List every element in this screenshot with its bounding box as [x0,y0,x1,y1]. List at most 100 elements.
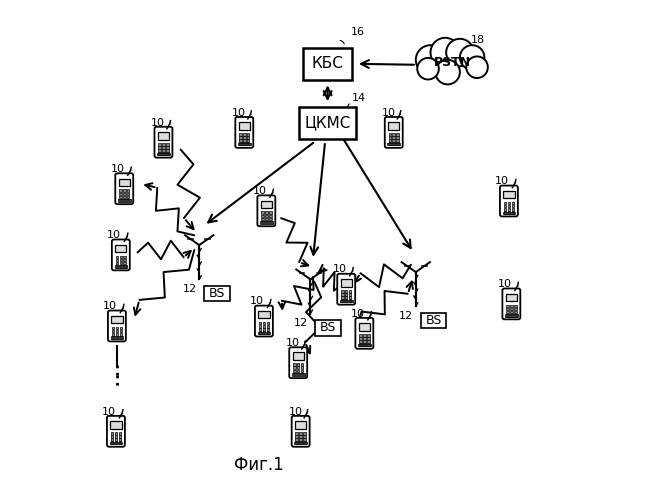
FancyBboxPatch shape [239,122,250,130]
FancyBboxPatch shape [514,314,517,316]
FancyBboxPatch shape [299,442,302,444]
FancyBboxPatch shape [315,320,341,336]
FancyBboxPatch shape [511,202,514,204]
FancyBboxPatch shape [116,265,118,268]
FancyBboxPatch shape [506,304,509,308]
FancyBboxPatch shape [385,117,403,148]
FancyBboxPatch shape [162,149,165,152]
FancyBboxPatch shape [112,326,114,330]
FancyBboxPatch shape [243,142,245,145]
FancyBboxPatch shape [392,136,395,139]
Text: 18: 18 [471,35,485,45]
FancyBboxPatch shape [511,211,514,214]
FancyBboxPatch shape [123,198,126,202]
FancyBboxPatch shape [239,136,241,139]
FancyBboxPatch shape [358,344,370,346]
FancyBboxPatch shape [158,143,161,146]
FancyBboxPatch shape [295,442,298,444]
FancyBboxPatch shape [396,140,399,142]
FancyBboxPatch shape [261,214,264,218]
FancyBboxPatch shape [255,306,273,336]
FancyBboxPatch shape [345,293,348,296]
FancyBboxPatch shape [392,142,395,145]
FancyBboxPatch shape [299,438,302,441]
FancyBboxPatch shape [345,290,348,292]
FancyBboxPatch shape [510,311,513,314]
FancyBboxPatch shape [358,323,370,330]
FancyBboxPatch shape [120,333,122,336]
FancyBboxPatch shape [367,337,370,340]
Text: 16: 16 [351,27,365,37]
Text: BS: BS [209,287,225,300]
FancyBboxPatch shape [112,333,114,336]
FancyBboxPatch shape [261,218,264,220]
FancyBboxPatch shape [293,372,295,376]
FancyBboxPatch shape [107,416,125,446]
FancyBboxPatch shape [506,308,509,310]
FancyBboxPatch shape [506,311,509,314]
FancyBboxPatch shape [292,416,310,446]
FancyBboxPatch shape [120,330,122,332]
FancyBboxPatch shape [514,304,517,308]
FancyBboxPatch shape [341,293,344,296]
FancyBboxPatch shape [259,325,261,328]
FancyBboxPatch shape [110,442,122,444]
FancyBboxPatch shape [166,146,169,148]
FancyBboxPatch shape [265,218,267,220]
Text: 10: 10 [286,338,300,348]
FancyBboxPatch shape [260,222,273,224]
FancyBboxPatch shape [267,328,269,330]
FancyBboxPatch shape [421,312,446,328]
FancyBboxPatch shape [299,435,302,438]
FancyBboxPatch shape [124,262,126,264]
FancyBboxPatch shape [293,364,295,366]
FancyBboxPatch shape [239,133,241,136]
FancyBboxPatch shape [265,221,267,224]
FancyBboxPatch shape [396,133,399,136]
Circle shape [460,45,484,70]
FancyBboxPatch shape [115,244,126,252]
Text: 14: 14 [352,93,366,103]
FancyBboxPatch shape [235,117,253,148]
FancyBboxPatch shape [263,331,265,334]
FancyBboxPatch shape [303,442,306,444]
FancyBboxPatch shape [301,372,303,376]
FancyBboxPatch shape [388,122,400,130]
Text: 12: 12 [183,284,197,294]
FancyBboxPatch shape [392,133,395,136]
FancyBboxPatch shape [259,331,261,334]
Text: 10: 10 [382,108,396,118]
FancyBboxPatch shape [118,435,121,438]
FancyBboxPatch shape [303,432,306,434]
Text: 12: 12 [399,311,414,321]
FancyBboxPatch shape [118,438,121,441]
FancyBboxPatch shape [388,140,391,142]
Text: 10: 10 [232,108,246,118]
FancyBboxPatch shape [293,352,304,360]
FancyBboxPatch shape [116,330,118,332]
FancyBboxPatch shape [114,432,117,434]
FancyBboxPatch shape [263,328,265,330]
FancyBboxPatch shape [127,190,130,192]
FancyBboxPatch shape [506,294,517,301]
FancyBboxPatch shape [119,198,122,202]
FancyBboxPatch shape [299,432,302,434]
FancyBboxPatch shape [263,322,265,324]
Text: 10: 10 [332,264,346,274]
FancyBboxPatch shape [166,149,169,152]
FancyBboxPatch shape [349,299,351,302]
FancyBboxPatch shape [114,438,117,441]
FancyBboxPatch shape [337,274,355,304]
FancyBboxPatch shape [259,328,261,330]
FancyBboxPatch shape [367,334,370,336]
FancyBboxPatch shape [503,211,506,214]
Text: BS: BS [320,322,336,334]
FancyBboxPatch shape [123,192,126,195]
FancyBboxPatch shape [392,140,395,142]
FancyBboxPatch shape [301,364,303,366]
FancyBboxPatch shape [112,330,114,332]
FancyBboxPatch shape [341,290,344,292]
FancyBboxPatch shape [154,127,172,158]
FancyBboxPatch shape [110,421,122,428]
FancyBboxPatch shape [120,258,122,262]
